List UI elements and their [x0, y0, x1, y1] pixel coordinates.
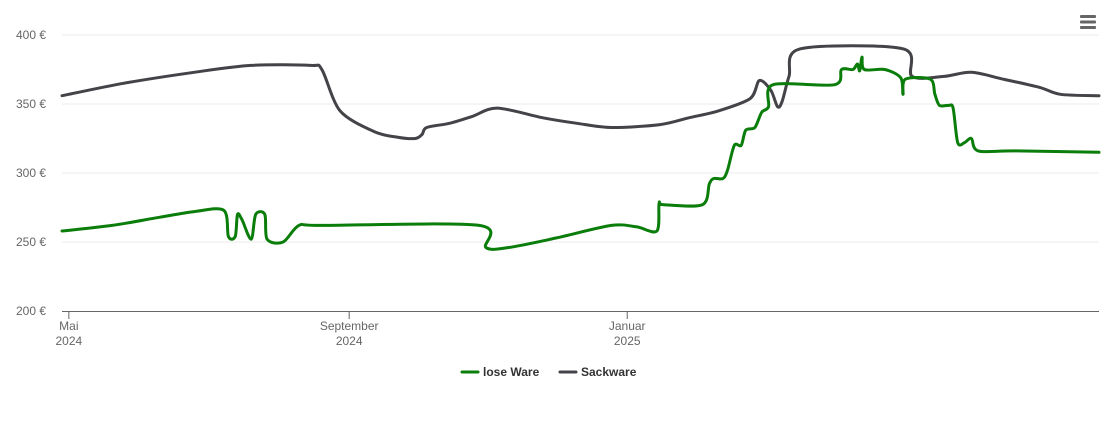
- x-tick-label: Januar: [609, 319, 646, 333]
- grid-lines: [62, 34, 1099, 243]
- y-tick-label: 250 €: [16, 235, 46, 249]
- hamburger-menu-icon: [1080, 15, 1096, 29]
- legend: lose Ware Sackware: [460, 365, 637, 379]
- y-tick-label: 400 €: [16, 28, 46, 42]
- legend-label: lose Ware: [483, 365, 540, 379]
- x-tick-year-label: 2024: [336, 334, 363, 348]
- x-tick-year-label: 2025: [614, 334, 641, 348]
- y-tick-label: 350 €: [16, 97, 46, 111]
- legend-label: Sackware: [581, 365, 637, 379]
- x-tick-label: September: [320, 319, 379, 333]
- x-tick-year-label: 2024: [55, 334, 82, 348]
- axes: 200 €250 €300 €350 €400 €Mai2024Septembe…: [16, 28, 1099, 348]
- legend-item-lose-ware[interactable]: lose Ware: [460, 365, 540, 379]
- y-tick-label: 300 €: [16, 166, 46, 180]
- x-tick-label: Mai: [59, 319, 78, 333]
- series-lines: [60, 44, 1101, 251]
- chart-menu-button[interactable]: [1080, 14, 1096, 30]
- legend-item-sackware[interactable]: Sackware: [558, 365, 637, 379]
- series-line-sackware[interactable]: [60, 44, 1101, 141]
- series-line-lose-ware[interactable]: [60, 55, 1101, 251]
- y-tick-label: 200 €: [16, 304, 46, 318]
